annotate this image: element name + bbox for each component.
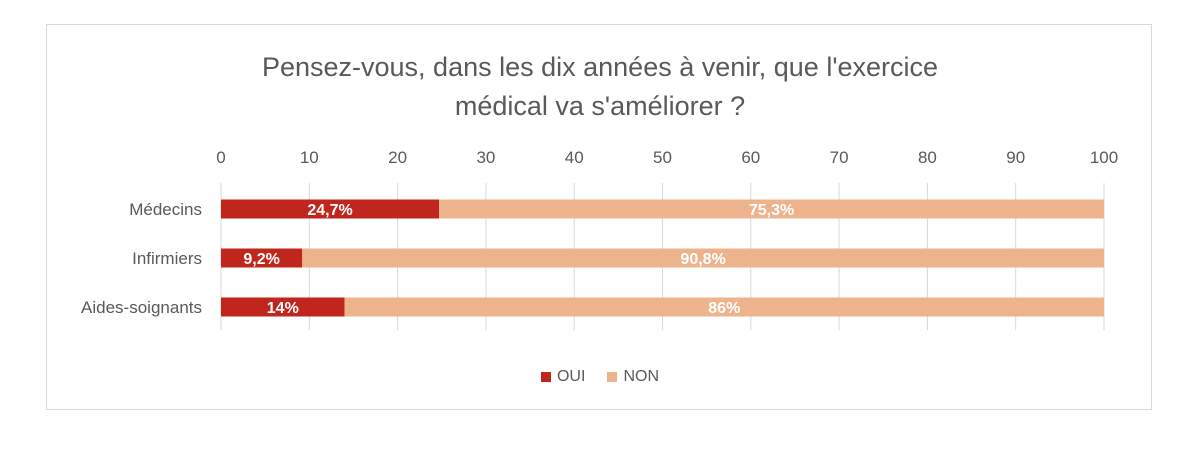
bar-oui <box>221 248 303 268</box>
category-label: Médecins <box>129 200 202 219</box>
x-tick-label: 30 <box>476 148 495 167</box>
bar-non <box>344 297 1104 317</box>
x-tick-label: 60 <box>741 148 760 167</box>
legend-swatch-oui <box>540 372 551 382</box>
chart-title: Pensez-vous, dans les dix années à venir… <box>0 48 1200 126</box>
legend-label-non: NON <box>623 368 659 385</box>
legend-item-oui: OUI <box>540 368 586 386</box>
x-tick-label: 50 <box>653 148 672 167</box>
x-tick-label: 90 <box>1006 148 1025 167</box>
legend-swatch-non <box>607 372 618 382</box>
x-tick-label: 0 <box>216 148 225 167</box>
x-tick-label: 20 <box>388 148 407 167</box>
legend-label-oui: OUI <box>556 368 586 385</box>
data-label: 90,8% <box>680 251 725 268</box>
chart-title-line-2: médical va s'améliorer ? <box>454 91 746 121</box>
chart-legend: OUI NON <box>0 368 1200 386</box>
x-tick-label: 40 <box>565 148 584 167</box>
bar-non <box>302 248 1105 268</box>
data-label: 14% <box>267 300 299 317</box>
data-label: 9,2% <box>243 251 279 268</box>
chart-title-line-1: Pensez-vous, dans les dix années à venir… <box>261 52 939 82</box>
x-tick-label: 80 <box>918 148 937 167</box>
category-label: Aides-soignants <box>81 298 202 317</box>
bar-non <box>439 199 1104 219</box>
data-label: 24,7% <box>307 202 352 219</box>
data-label: 75,3% <box>749 202 794 219</box>
x-tick-label: 70 <box>830 148 849 167</box>
bar-oui <box>221 199 440 219</box>
data-label: 86% <box>708 300 740 317</box>
x-tick-label: 100 <box>1090 148 1118 167</box>
legend-item-non: NON <box>607 368 659 386</box>
x-tick-label: 10 <box>300 148 319 167</box>
bar-oui <box>221 297 345 317</box>
category-label: Infirmiers <box>132 249 202 268</box>
